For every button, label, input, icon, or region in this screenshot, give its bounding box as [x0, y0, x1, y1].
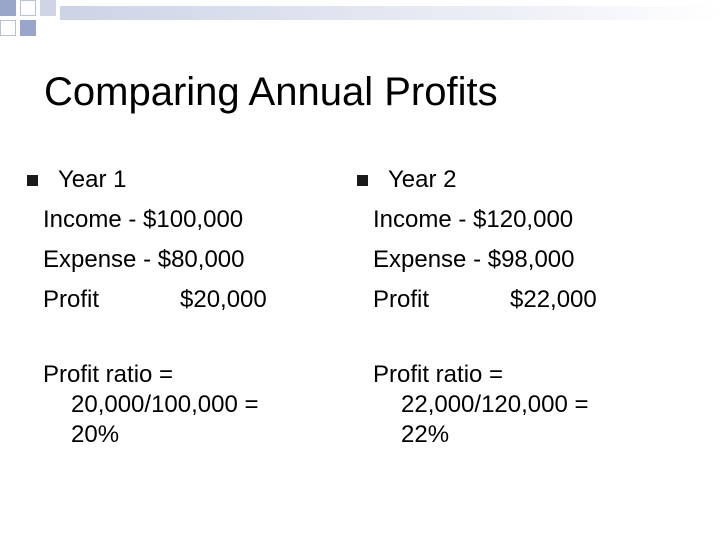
year-label: Year 1 [58, 166, 127, 193]
profit-line: Profit $20,000 [43, 280, 267, 320]
income-line: Income - $100,000 [43, 206, 244, 233]
square-bullet-icon [357, 175, 368, 186]
ratio-label: Profit ratio = [373, 361, 504, 388]
profit-value: $20,000 [180, 286, 267, 313]
header-decoration [0, 0, 720, 40]
profit-ratio-year-2: Profit ratio = 22,000/120,000 = 22% [373, 360, 589, 450]
year-label: Year 2 [388, 166, 457, 193]
year-heading: Year 1 [27, 160, 267, 200]
year-2-column: Year 2 Income - $120,000 Expense - $98,0… [357, 160, 597, 320]
profit-value: $22,000 [510, 286, 597, 313]
ratio-result: 20% [71, 421, 120, 448]
ratio-label: Profit ratio = [43, 361, 174, 388]
profit-label: Profit [373, 286, 430, 313]
profit-ratio-year-1: Profit ratio = 20,000/100,000 = 20% [43, 360, 259, 450]
slide-title: Comparing Annual Profits [44, 70, 498, 114]
header-gradient-strip [60, 6, 720, 20]
year-1-column: Year 1 Income - $100,000 Expense - $80,0… [27, 160, 267, 320]
expense-line: Expense - $80,000 [43, 246, 245, 273]
ratio-formula: 22,000/120,000 = [401, 391, 589, 418]
decorative-square [0, 0, 16, 16]
decorative-square [0, 20, 16, 36]
expense-line: Expense - $98,000 [373, 246, 575, 273]
decorative-square [20, 0, 36, 16]
square-bullet-icon [27, 175, 38, 186]
profit-label: Profit [43, 286, 100, 313]
year-heading: Year 2 [357, 160, 597, 200]
ratio-result: 22% [401, 421, 450, 448]
income-line: Income - $120,000 [373, 206, 574, 233]
decorative-square [40, 0, 56, 16]
decorative-square [20, 20, 36, 36]
profit-line: Profit $22,000 [373, 280, 597, 320]
ratio-formula: 20,000/100,000 = [71, 391, 259, 418]
